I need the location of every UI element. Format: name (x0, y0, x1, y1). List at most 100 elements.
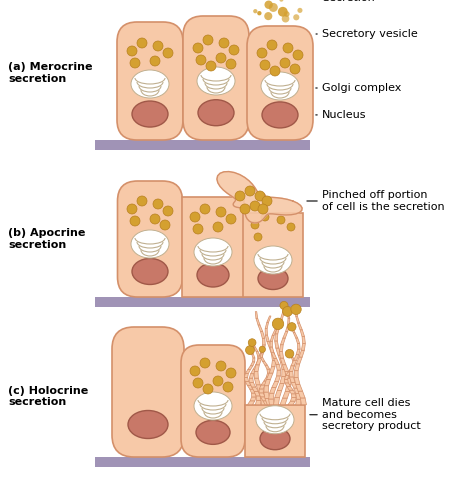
Ellipse shape (258, 204, 268, 214)
Polygon shape (277, 370, 281, 376)
Polygon shape (284, 379, 288, 383)
Polygon shape (252, 393, 256, 397)
Polygon shape (294, 388, 301, 394)
Polygon shape (259, 393, 265, 397)
Ellipse shape (258, 268, 288, 290)
Polygon shape (255, 312, 258, 318)
Polygon shape (280, 376, 286, 384)
Polygon shape (254, 365, 259, 372)
Ellipse shape (127, 204, 137, 214)
Ellipse shape (190, 212, 200, 222)
Polygon shape (256, 358, 262, 365)
Text: (c) Holocrine
secretion: (c) Holocrine secretion (8, 386, 88, 407)
Polygon shape (252, 387, 258, 391)
Ellipse shape (206, 61, 216, 71)
Ellipse shape (284, 11, 290, 17)
Polygon shape (247, 385, 254, 389)
Polygon shape (264, 379, 271, 386)
Polygon shape (253, 365, 258, 369)
FancyBboxPatch shape (112, 327, 184, 457)
Polygon shape (285, 385, 291, 391)
Polygon shape (250, 383, 255, 387)
Text: Pinched off portion
of cell is the secretion: Pinched off portion of cell is the secre… (322, 190, 445, 212)
Ellipse shape (245, 186, 255, 196)
Polygon shape (272, 354, 275, 361)
Ellipse shape (216, 53, 226, 63)
Polygon shape (253, 358, 255, 362)
Polygon shape (274, 376, 281, 382)
Ellipse shape (279, 0, 283, 2)
Ellipse shape (130, 216, 140, 226)
Polygon shape (267, 341, 272, 348)
Polygon shape (280, 351, 283, 358)
Ellipse shape (251, 221, 259, 229)
Text: (b) Apocrine
secretion: (b) Apocrine secretion (8, 228, 85, 250)
Ellipse shape (216, 207, 226, 217)
Polygon shape (283, 306, 285, 312)
Polygon shape (282, 369, 286, 376)
Polygon shape (293, 355, 299, 360)
Ellipse shape (127, 46, 137, 56)
Ellipse shape (194, 238, 232, 266)
Polygon shape (245, 374, 248, 377)
Polygon shape (295, 309, 297, 316)
Text: Nucleus: Nucleus (322, 110, 366, 120)
Polygon shape (273, 359, 279, 364)
Ellipse shape (190, 366, 200, 376)
Ellipse shape (216, 361, 226, 371)
Polygon shape (270, 335, 274, 341)
Polygon shape (274, 341, 279, 348)
Ellipse shape (137, 38, 147, 48)
Polygon shape (269, 399, 274, 405)
Polygon shape (289, 390, 295, 394)
Ellipse shape (277, 216, 285, 224)
Polygon shape (280, 312, 284, 320)
Bar (182, 197, 244, 297)
Polygon shape (263, 361, 267, 365)
Polygon shape (256, 361, 260, 365)
Ellipse shape (131, 70, 169, 98)
Polygon shape (285, 372, 291, 378)
Polygon shape (302, 336, 305, 343)
Ellipse shape (193, 43, 203, 53)
Polygon shape (283, 365, 289, 372)
Ellipse shape (250, 201, 260, 211)
Polygon shape (275, 324, 279, 330)
Ellipse shape (196, 420, 230, 444)
Ellipse shape (270, 66, 280, 76)
Polygon shape (294, 377, 300, 384)
Polygon shape (296, 316, 300, 323)
Polygon shape (245, 377, 249, 381)
Polygon shape (261, 398, 266, 405)
Ellipse shape (291, 304, 301, 315)
Polygon shape (260, 349, 263, 353)
Polygon shape (248, 366, 253, 370)
Ellipse shape (293, 50, 303, 60)
Polygon shape (265, 365, 270, 369)
Ellipse shape (194, 392, 232, 420)
Ellipse shape (130, 58, 140, 68)
Ellipse shape (193, 224, 203, 234)
Ellipse shape (262, 196, 272, 206)
Polygon shape (280, 358, 286, 365)
Polygon shape (261, 381, 267, 385)
Polygon shape (256, 318, 260, 325)
Polygon shape (261, 332, 265, 338)
Polygon shape (251, 369, 256, 374)
Polygon shape (258, 351, 264, 358)
Ellipse shape (153, 41, 163, 51)
Ellipse shape (137, 196, 147, 206)
Ellipse shape (248, 339, 256, 347)
Bar (95, 297, 310, 307)
Ellipse shape (160, 220, 170, 230)
Ellipse shape (226, 59, 236, 69)
Polygon shape (270, 341, 273, 347)
Ellipse shape (226, 368, 236, 378)
Polygon shape (296, 349, 300, 355)
Polygon shape (267, 369, 271, 373)
Polygon shape (272, 382, 279, 388)
FancyBboxPatch shape (247, 26, 313, 140)
Polygon shape (275, 327, 280, 334)
Polygon shape (249, 350, 254, 354)
Polygon shape (256, 385, 263, 391)
